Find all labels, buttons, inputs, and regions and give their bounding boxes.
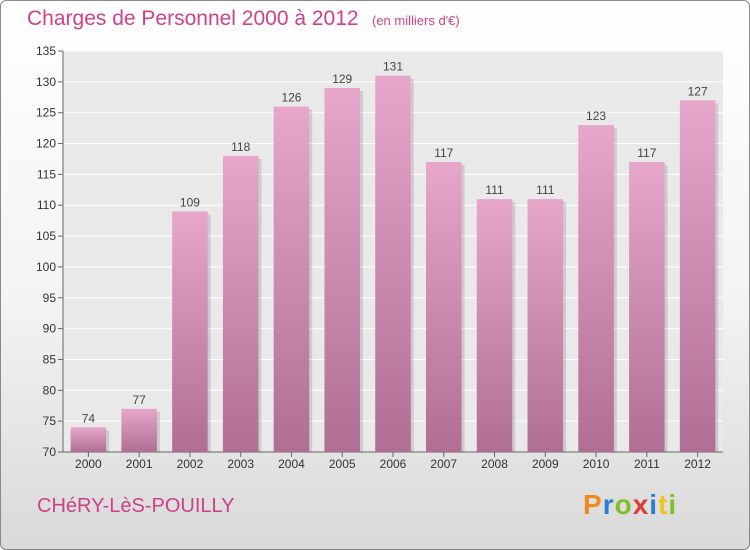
y-tick-label: 125: [36, 106, 56, 120]
y-tick-label: 90: [43, 322, 57, 336]
bar: [375, 75, 411, 452]
x-tick-label: 2003: [227, 457, 254, 471]
x-tick-label: 2004: [278, 457, 305, 471]
x-tick-label: 2007: [430, 457, 457, 471]
x-tick-label: 2002: [177, 457, 204, 471]
bar-value-label: 127: [688, 84, 708, 98]
bar-value-label: 131: [383, 60, 403, 74]
bar-value-label: 129: [332, 72, 352, 86]
logo-letter: x: [632, 489, 650, 520]
bar-value-label: 126: [281, 91, 301, 105]
bar-value-label: 74: [82, 411, 96, 425]
x-tick-label: 2009: [532, 457, 559, 471]
y-tick-label: 110: [37, 198, 56, 212]
bar-value-label: 109: [180, 195, 200, 209]
chart-title: Charges de Personnel 2000 à 2012: [27, 7, 359, 30]
bar: [527, 199, 564, 452]
bar: [273, 106, 310, 453]
bar: [476, 199, 513, 452]
logo-letter: P: [583, 489, 603, 520]
logo-letter: i: [668, 489, 678, 520]
y-tick-label: 115: [37, 167, 56, 181]
logo-letter: r: [602, 489, 615, 520]
logo-letter: o: [614, 489, 633, 520]
y-tick-label: 135: [36, 44, 56, 58]
y-tick-label: 100: [36, 260, 56, 274]
x-tick-label: 2012: [684, 457, 711, 471]
bar-value-label: 77: [132, 393, 146, 407]
bar: [324, 88, 360, 452]
bar-value-label: 111: [485, 183, 504, 197]
y-tick-label: 85: [43, 352, 57, 366]
logo-letter: t: [658, 489, 669, 520]
bar-value-label: 118: [231, 140, 250, 154]
x-tick-label: 2000: [75, 457, 102, 471]
x-tick-label: 2011: [634, 457, 660, 471]
bar-value-label: 123: [586, 109, 606, 123]
x-tick-label: 2010: [583, 457, 610, 471]
x-tick-label: 2008: [481, 457, 508, 471]
bar: [222, 155, 259, 452]
chart-subtitle: (en milliers d'€): [372, 13, 460, 28]
bar-value-label: 117: [637, 146, 656, 160]
bar: [426, 162, 462, 453]
logo-letter: i: [649, 489, 659, 520]
bar: [70, 427, 107, 452]
y-tick-label: 95: [43, 291, 57, 305]
proxiti-logo: Proxiti: [583, 489, 677, 521]
x-tick-label: 2001: [126, 457, 153, 471]
y-tick-label: 105: [36, 229, 56, 243]
y-tick-label: 75: [43, 414, 57, 428]
y-tick-label: 120: [36, 137, 56, 151]
y-tick-label: 70: [43, 445, 57, 459]
bar: [121, 408, 157, 452]
bar: [679, 100, 716, 452]
bar: [629, 162, 665, 453]
y-tick-label: 130: [36, 75, 56, 89]
x-tick-label: 2005: [329, 457, 356, 471]
bar-value-label: 111: [536, 183, 555, 197]
y-tick-label: 80: [43, 383, 57, 397]
commune-name: CHéRY-LèS-POUILLY: [37, 495, 235, 517]
x-tick-label: 2006: [380, 457, 407, 471]
bar-value-label: 117: [434, 146, 453, 160]
bar: [172, 211, 208, 452]
bar: [578, 125, 614, 453]
